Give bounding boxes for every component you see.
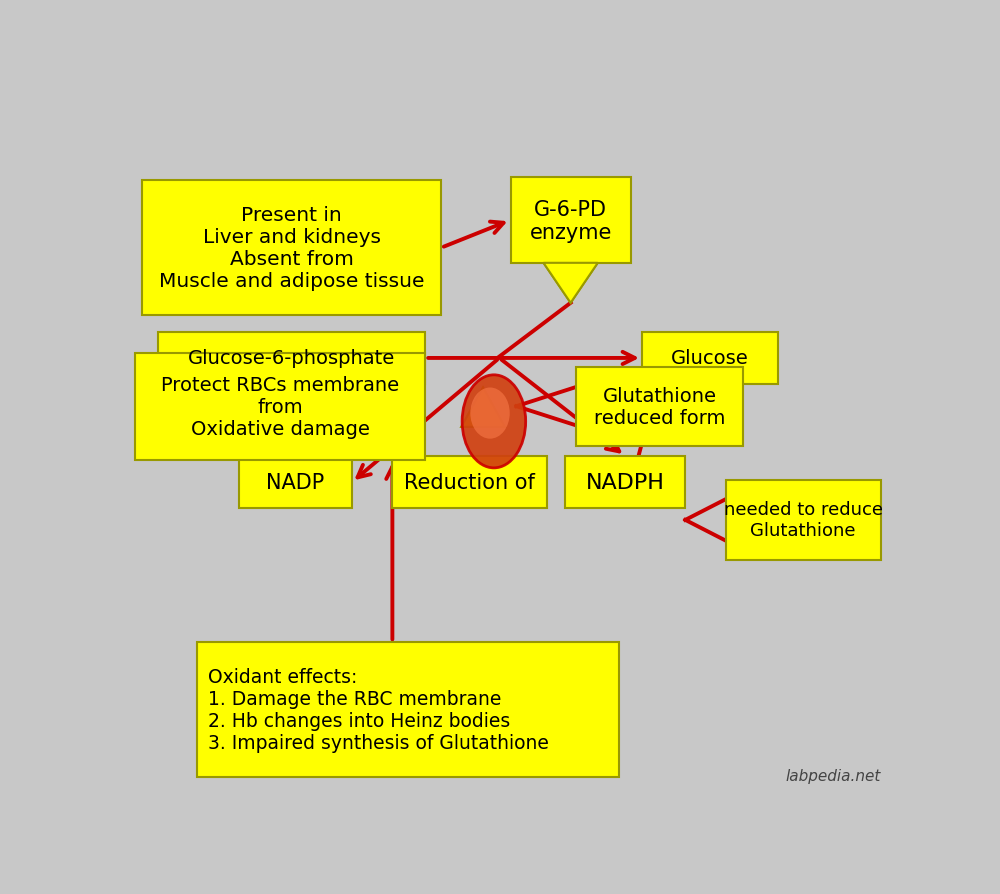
Ellipse shape (470, 388, 510, 439)
FancyBboxPatch shape (158, 333, 425, 384)
Text: Protect RBCs membrane
from
Oxidative damage: Protect RBCs membrane from Oxidative dam… (161, 375, 399, 438)
Text: labpedia.net: labpedia.net (785, 768, 881, 783)
Polygon shape (461, 388, 505, 427)
FancyBboxPatch shape (642, 333, 778, 384)
Polygon shape (461, 388, 505, 427)
Text: G-6-PD
enzyme: G-6-PD enzyme (529, 199, 612, 242)
Ellipse shape (462, 375, 526, 468)
FancyBboxPatch shape (392, 457, 547, 509)
FancyBboxPatch shape (142, 181, 441, 316)
Text: Glucose: Glucose (671, 349, 749, 368)
FancyBboxPatch shape (511, 178, 631, 264)
FancyBboxPatch shape (565, 457, 685, 509)
Polygon shape (544, 264, 598, 303)
FancyBboxPatch shape (135, 353, 425, 460)
Text: NADPH: NADPH (585, 472, 664, 493)
FancyBboxPatch shape (239, 457, 352, 509)
Text: NADP: NADP (266, 472, 325, 493)
FancyBboxPatch shape (576, 367, 743, 446)
Text: Reduction of: Reduction of (404, 472, 535, 493)
FancyBboxPatch shape (726, 481, 881, 560)
Text: needed to reduce
Glutathione: needed to reduce Glutathione (724, 501, 883, 540)
FancyBboxPatch shape (197, 643, 619, 777)
Text: Glutathione
reduced form: Glutathione reduced form (594, 386, 725, 427)
Text: Oxidant effects:
1. Damage the RBC membrane
2. Hb changes into Heinz bodies
3. I: Oxidant effects: 1. Damage the RBC membr… (208, 667, 549, 752)
Text: Present in
Liver and kidneys
Absent from
Muscle and adipose tissue: Present in Liver and kidneys Absent from… (159, 206, 424, 291)
Polygon shape (544, 264, 598, 303)
Text: Glucose-6-phosphate: Glucose-6-phosphate (188, 349, 395, 368)
